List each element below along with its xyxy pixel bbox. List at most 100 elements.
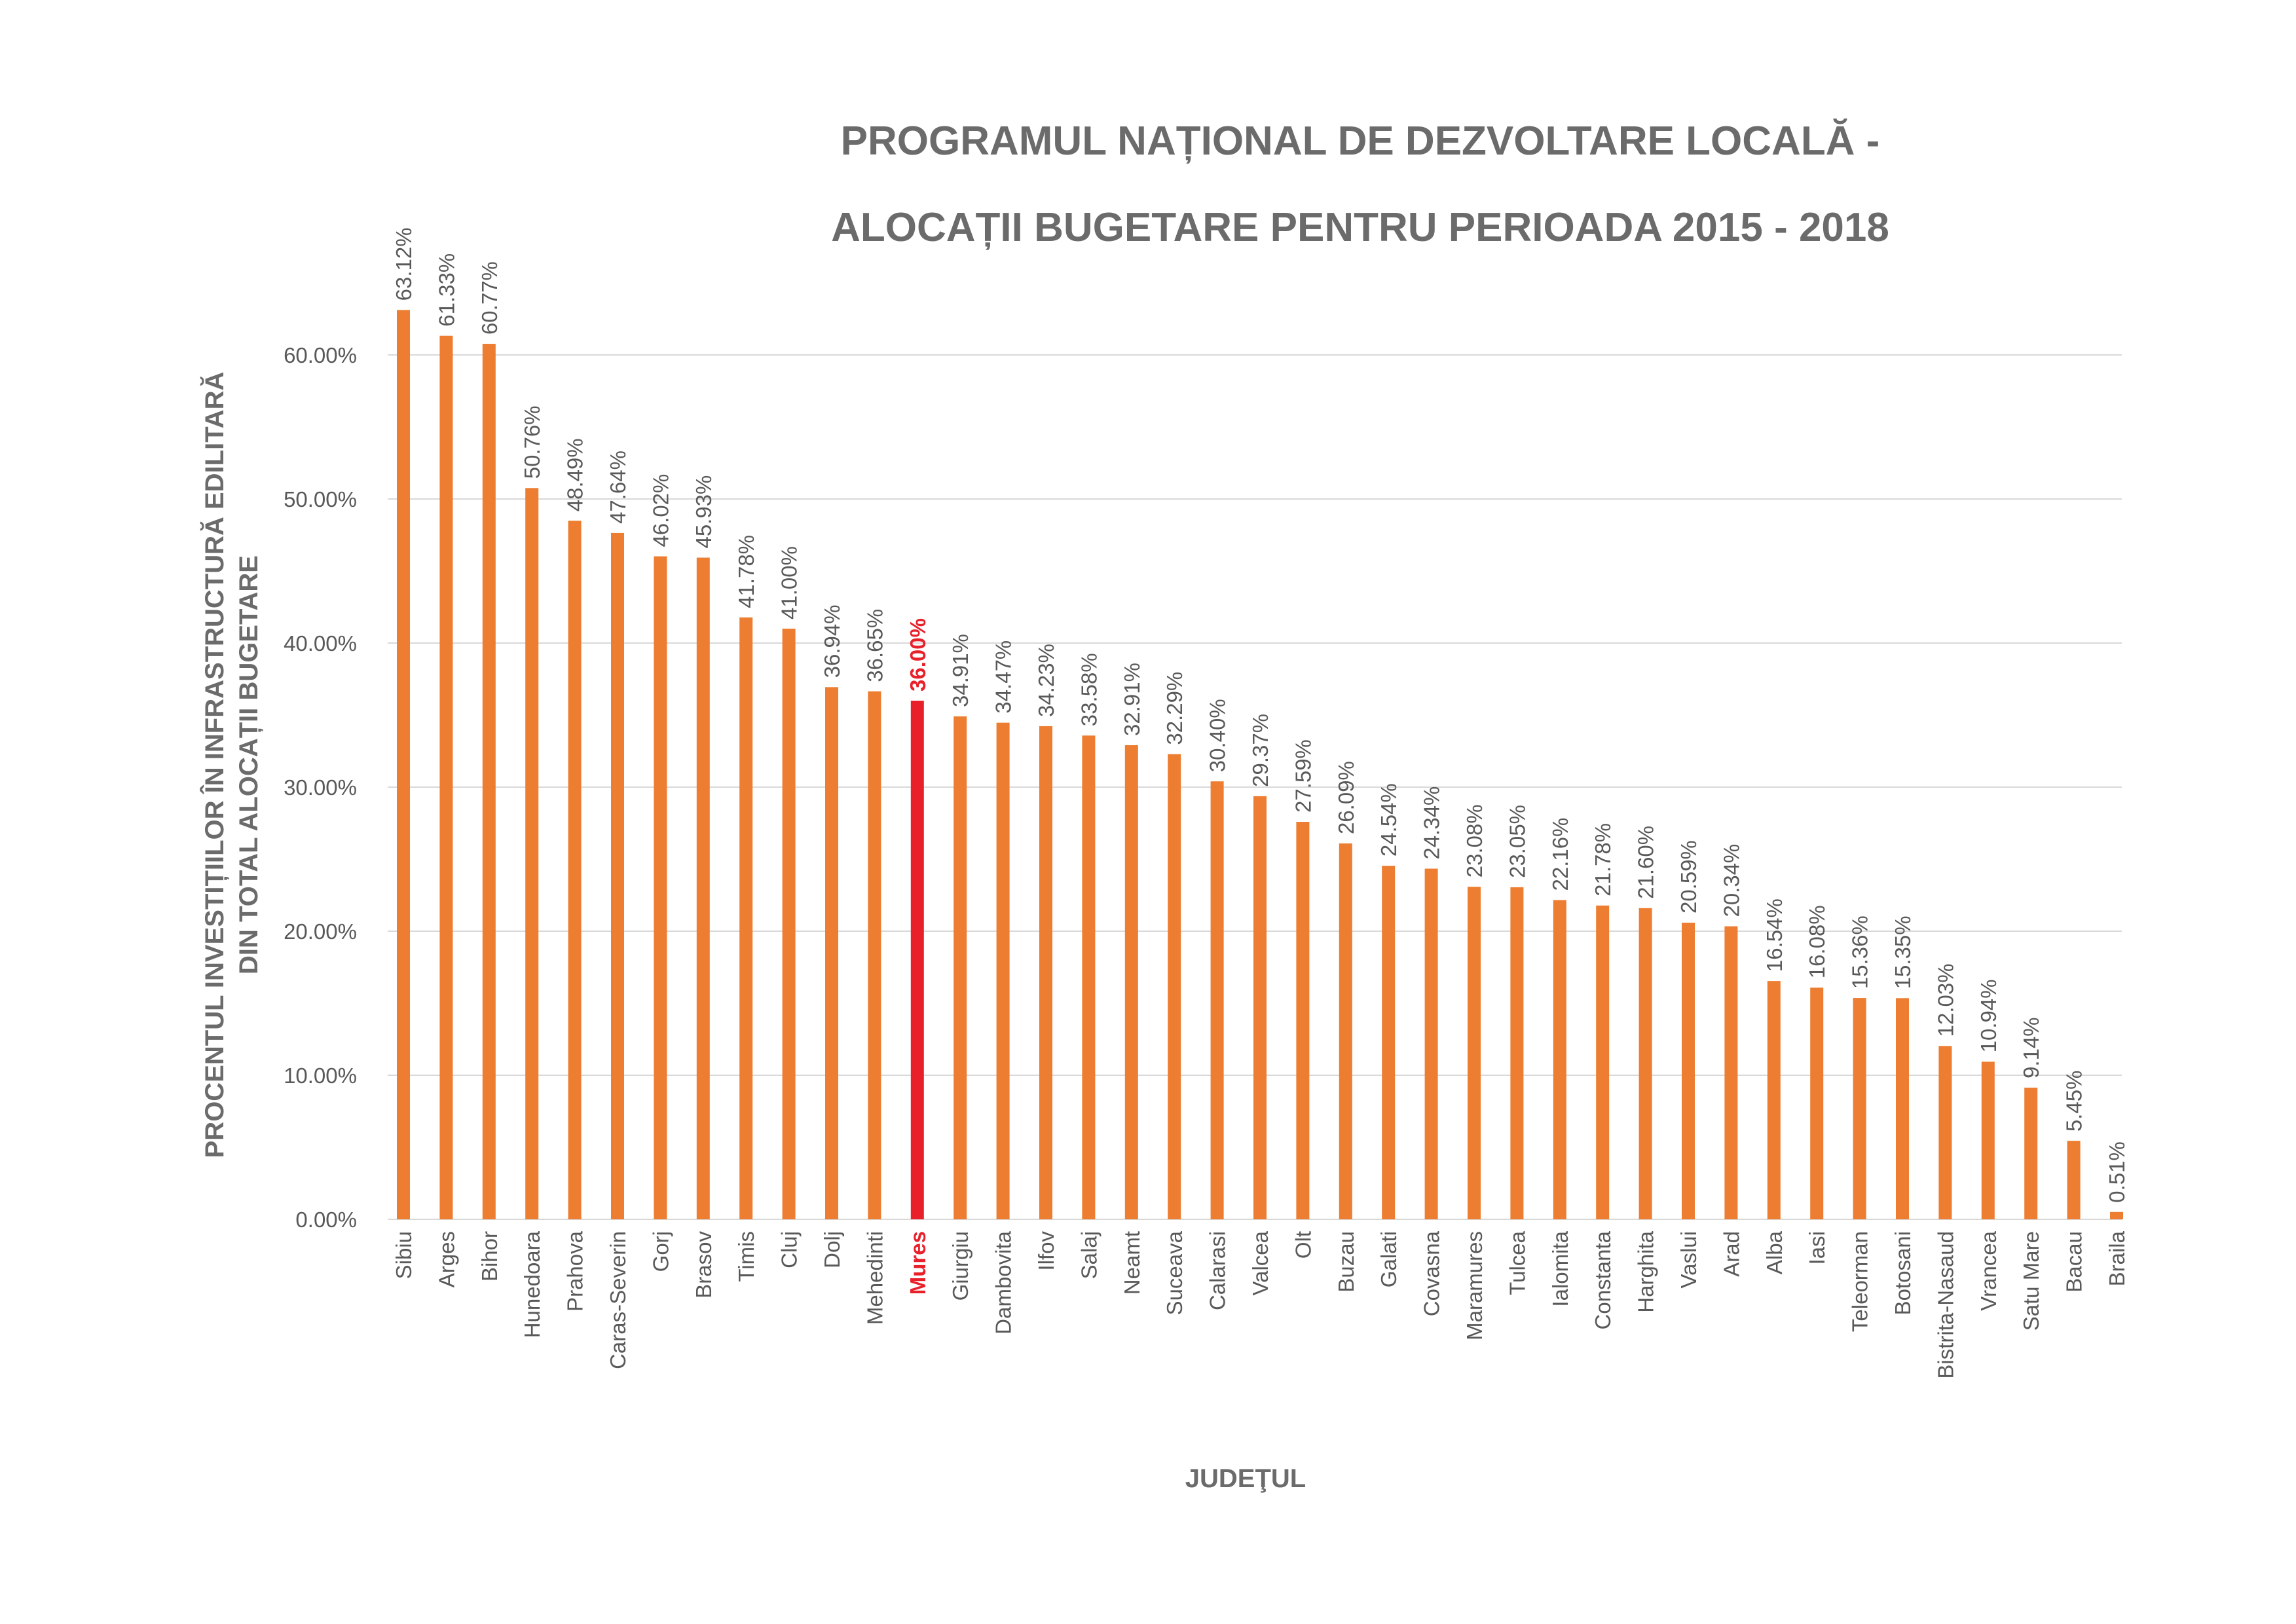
data-label: 20.34% xyxy=(1719,844,1743,917)
x-tick-label: Satu Mare xyxy=(2019,1231,2043,1331)
x-tick-label: Constanta xyxy=(1591,1230,1615,1329)
x-tick-label: Tulcea xyxy=(1505,1230,1529,1295)
data-label: 21.78% xyxy=(1591,823,1615,896)
x-tick-label: Maramures xyxy=(1462,1231,1487,1340)
x-tick-label: Mures xyxy=(906,1231,930,1295)
x-tick-label: Braila xyxy=(2105,1230,2129,1286)
data-label: 34.23% xyxy=(1034,644,1058,717)
data-label: 34.91% xyxy=(948,634,972,707)
bar xyxy=(2067,1141,2081,1219)
y-tick-label: 10.00% xyxy=(284,1063,357,1088)
x-tick-label: Covasna xyxy=(1420,1230,1444,1316)
bar xyxy=(654,556,667,1219)
data-label: 33.58% xyxy=(1077,653,1101,726)
bar xyxy=(1767,981,1781,1219)
data-label: 16.54% xyxy=(1762,898,1787,972)
bar xyxy=(1596,905,1610,1219)
bar xyxy=(1468,887,1481,1219)
data-label: 21.60% xyxy=(1634,826,1658,899)
x-tick-label: Vrancea xyxy=(1976,1230,2001,1310)
data-label: 32.29% xyxy=(1162,672,1187,745)
data-label: 61.33% xyxy=(434,253,458,327)
x-tick-label: Brasov xyxy=(692,1231,716,1299)
data-label: 26.09% xyxy=(1334,761,1358,834)
data-label: 23.08% xyxy=(1462,804,1487,877)
data-label: 24.34% xyxy=(1420,786,1444,860)
data-label: 47.64% xyxy=(606,451,630,524)
data-label: 20.59% xyxy=(1676,840,1701,913)
x-tick-label: Dolj xyxy=(820,1231,844,1268)
x-tick-label: Dambovita xyxy=(991,1230,1016,1334)
data-label: 30.40% xyxy=(1206,699,1230,772)
data-label: 22.16% xyxy=(1548,818,1572,891)
x-tick-label: Buzau xyxy=(1334,1231,1358,1293)
value-labels: 63.12% 61.33% 60.77% 50.76% 48.49% 47.64% 46.0… xyxy=(392,227,2129,1202)
bar xyxy=(1124,745,1138,1219)
bar xyxy=(1896,998,1909,1219)
y-tick-label: 0.00% xyxy=(295,1208,357,1232)
data-label: 10.94% xyxy=(1976,979,2001,1052)
data-label: 15.35% xyxy=(1891,915,1915,989)
bar xyxy=(568,521,582,1219)
x-tick-label: Botosani xyxy=(1891,1231,1915,1315)
data-label: 0.51% xyxy=(2105,1141,2129,1203)
x-tick-label: Giurgiu xyxy=(948,1231,972,1301)
data-label: 41.00% xyxy=(777,546,802,619)
data-label: 24.54% xyxy=(1377,783,1401,857)
bar xyxy=(1082,735,1096,1219)
data-label: 45.93% xyxy=(692,475,716,549)
x-tick-label: Ilfov xyxy=(1034,1231,1058,1271)
bar xyxy=(2024,1087,2038,1219)
bar xyxy=(397,310,410,1219)
bar xyxy=(482,344,496,1219)
y-tick-label: 60.00% xyxy=(284,343,357,367)
bar xyxy=(525,488,539,1219)
bar xyxy=(910,701,924,1219)
chart-title-line-1: PROGRAMUL NAȚIONAL DE DEZVOLTARE LOCALĂ … xyxy=(840,119,1880,164)
data-label: 32.91% xyxy=(1120,663,1144,736)
x-tick-label: Gorj xyxy=(648,1231,673,1272)
x-tick-label: Cluj xyxy=(777,1231,802,1268)
data-label: 34.47% xyxy=(991,640,1016,714)
x-tick-label: Caras-Severin xyxy=(606,1231,630,1369)
x-tick-label: Arad xyxy=(1719,1231,1743,1277)
data-label: 36.94% xyxy=(820,604,844,678)
bars xyxy=(397,310,2123,1220)
x-tick-label: Sibiu xyxy=(392,1231,416,1279)
bar xyxy=(1682,923,1695,1219)
x-tick-label: Bistrita-Nasaud xyxy=(1933,1231,1957,1379)
data-label: 27.59% xyxy=(1291,739,1315,813)
y-axis-ticks: 0.00% 10.00% 20.00% 30.00% 40.00% 50.00% 60.00… xyxy=(284,343,357,1232)
y-tick-label: 20.00% xyxy=(284,919,357,944)
bar xyxy=(1724,926,1738,1219)
data-label: 5.45% xyxy=(2062,1071,2086,1132)
x-tick-label: Salaj xyxy=(1077,1231,1101,1279)
y-tick-label: 30.00% xyxy=(284,775,357,800)
bar xyxy=(1253,796,1267,1219)
x-tick-label: Harghita xyxy=(1634,1230,1658,1312)
x-tick-label: Prahova xyxy=(563,1230,587,1312)
data-label: 50.76% xyxy=(520,405,544,479)
x-tick-label: Arges xyxy=(434,1231,458,1287)
x-tick-label: Suceava xyxy=(1162,1230,1187,1315)
data-label: 63.12% xyxy=(392,227,416,301)
bar xyxy=(1039,726,1052,1219)
bar xyxy=(2110,1211,2123,1219)
y-axis-title-line-2: DIN TOTAL ALOCAȚII BUGETARE xyxy=(234,555,263,974)
bar xyxy=(1938,1046,1952,1219)
x-tick-label: Neamt xyxy=(1120,1231,1144,1295)
bar xyxy=(1853,998,1866,1219)
bar xyxy=(1981,1061,1995,1219)
x-tick-label: Teleorman xyxy=(1848,1231,1872,1332)
data-label: 15.36% xyxy=(1848,915,1872,989)
x-tick-label: Iasi xyxy=(1805,1231,1829,1264)
bar xyxy=(1382,866,1396,1219)
x-tick-label: Galati xyxy=(1377,1231,1401,1287)
x-tick-label: Calarasi xyxy=(1206,1231,1230,1310)
data-label: 29.37% xyxy=(1248,714,1272,787)
bar xyxy=(1810,987,1824,1219)
y-axis-title: PROCENTUL INVESTIȚIILOR ÎN INFRASTRUCTUR… xyxy=(198,356,266,1174)
x-tick-label: Ialomita xyxy=(1548,1230,1572,1306)
